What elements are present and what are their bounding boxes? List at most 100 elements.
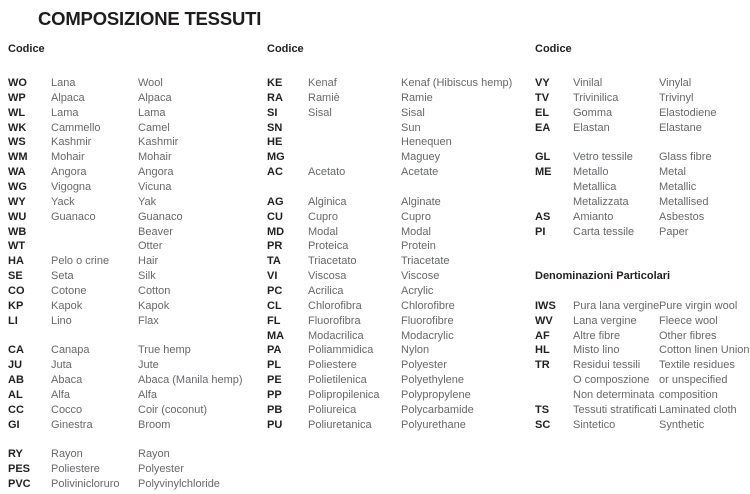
row-name-italian: Canapa — [51, 344, 90, 357]
row-name-english: Elastodiene — [659, 106, 717, 119]
row-name-english: Acrylic — [401, 285, 434, 298]
table-row: CA Canapa True hemp — [8, 343, 258, 358]
row-name-english: Vinylal — [659, 77, 692, 89]
table-row: WT Otter — [8, 239, 258, 254]
row-name-italian: Polivinicloruro — [51, 478, 120, 491]
row-name-english: Elastane — [659, 121, 702, 134]
row-name-italian: Polietilenica — [308, 374, 367, 387]
table-row: VI Viscosa Viscose — [267, 269, 517, 284]
table-row: HL Misto lino Cotton linen Union — [535, 343, 750, 358]
row-code: WM — [8, 151, 28, 164]
row-name-italian: Kapok — [51, 299, 83, 312]
row-name-english — [138, 329, 258, 344]
row-name-italian: Ginestra — [51, 418, 93, 431]
table-row: PR Proteica Protein — [267, 239, 517, 254]
row-name-english: Lama — [138, 106, 166, 119]
row-name-english: Otter — [138, 240, 163, 253]
table-row: PC Acrilica Acrylic — [267, 284, 517, 299]
row-name-english: Guanaco — [138, 210, 183, 223]
row-name-english: Flax — [138, 314, 159, 327]
table-row: WP Alpaca Alpaca — [8, 91, 258, 106]
row-name-english: Polycarbamide — [401, 403, 474, 416]
code-column: Codice KE Kenaf Kenaf (Hibiscus hemp) RA… — [267, 42, 517, 433]
row-name-italian: Trivinilica — [573, 91, 619, 104]
row-name-english: Protein — [401, 240, 436, 253]
row-name-english: Textile residues — [659, 359, 735, 372]
row-name-italian: Vetro tessile — [573, 151, 633, 164]
table-row: WY Yack Yak — [8, 195, 258, 210]
row-code: SC — [535, 418, 551, 431]
row-code: HE — [267, 136, 283, 149]
row-name-english: or unspecified — [659, 374, 728, 387]
row-name-italian: Alpaca — [51, 91, 85, 104]
table-row: PI Carta tessile Paper — [535, 225, 749, 240]
row-code — [535, 195, 573, 210]
row-code: AS — [535, 210, 551, 223]
row-name-english: Alginate — [401, 195, 441, 208]
row-name-italian: Modacrilica — [308, 329, 364, 342]
row-name-italian — [573, 254, 659, 269]
row-code: TS — [535, 403, 550, 416]
row-code: PL — [267, 359, 282, 372]
row-name-italian: Metalizzata — [573, 195, 629, 208]
table-row: TR Residui tessili Textile residues — [535, 358, 749, 373]
row-name-english: Synthetic — [659, 418, 705, 431]
row-name-english: Chlorofibre — [401, 299, 455, 312]
row-name-english: Cupro — [401, 210, 431, 223]
row-name-italian: Juta — [51, 359, 72, 372]
row-name-italian — [573, 239, 659, 254]
row-name-italian: Poliestere — [51, 463, 100, 476]
row-name-italian: Poliammidica — [308, 344, 374, 357]
column-rows: VY Vinilal Vinylal TV Trivinilica Trivin… — [535, 76, 750, 433]
table-row: CL Chlorofibra Chlorofibre — [267, 299, 517, 314]
row-name-english: Jute — [138, 359, 159, 372]
page-title: COMPOSIZIONE TESSUTI — [38, 8, 262, 29]
row-name-english: Rayon — [138, 448, 170, 461]
row-code: AG — [267, 195, 284, 208]
row-name-english: Fleece wool — [659, 314, 718, 327]
row-code: FL — [267, 314, 281, 327]
row-name-italian — [308, 135, 401, 150]
table-row: PA Poliammidica Nylon — [267, 343, 517, 358]
table-row: WA Angora Angora — [8, 165, 258, 180]
table-row: EL Gomma Elastodiene — [535, 106, 749, 121]
row-name-italian: Viscosa — [308, 270, 347, 283]
table-row: CC Cocco Coir (coconut) — [8, 403, 258, 418]
row-name-italian — [51, 239, 138, 254]
table-row: Non determinata composition — [535, 388, 749, 403]
table-row: AB Abaca Abaca (Manila hemp) — [8, 373, 258, 388]
row-name-italian: Rayon — [51, 448, 83, 461]
row-name-english: Camel — [138, 121, 170, 134]
row-code: TR — [535, 359, 550, 372]
row-name-english: Viscose — [401, 270, 440, 283]
column-header: Codice — [535, 43, 572, 55]
row-code — [535, 388, 573, 403]
row-name-italian: Yack — [51, 195, 75, 208]
column-rows: KE Kenaf Kenaf (Hibiscus hemp) RA Ramiè … — [267, 76, 517, 433]
row-code: CC — [8, 403, 24, 416]
row-name-italian: Guanaco — [51, 210, 96, 223]
table-row: RA Ramiè Ramie — [267, 91, 517, 106]
row-name-english: Sisal — [401, 106, 425, 119]
table-row: MG Maguey — [267, 150, 517, 165]
row-name-english: composition — [659, 389, 718, 402]
row-name-italian: Abaca — [51, 374, 83, 387]
table-row: AS Amianto Asbestos — [535, 210, 749, 225]
table-row: SC Sintetico Synthetic — [535, 418, 749, 433]
row-name-italian: Non determinata — [573, 389, 655, 402]
row-name-english: Nylon — [401, 344, 430, 357]
table-row: VY Vinilal Vinylal — [535, 76, 749, 91]
row-name-english: Mohair — [138, 151, 172, 164]
table-row: AF Altre fibre Other fibres — [535, 329, 749, 344]
row-name-english — [659, 284, 749, 299]
row-code: WP — [8, 91, 26, 104]
row-name-english: Kenaf (Hibiscus hemp) — [401, 77, 513, 89]
row-name-italian: Vigogna — [51, 181, 92, 194]
row-name-italian: Lana vergine — [573, 314, 637, 327]
row-name-english: Acetate — [401, 166, 439, 179]
row-code: WB — [8, 225, 27, 238]
row-name-english: Ramie — [401, 91, 433, 104]
table-row — [535, 254, 749, 269]
table-row: FL Fluorofibra Fluorofibre — [267, 314, 517, 329]
row-name-english: Alpaca — [138, 91, 172, 104]
